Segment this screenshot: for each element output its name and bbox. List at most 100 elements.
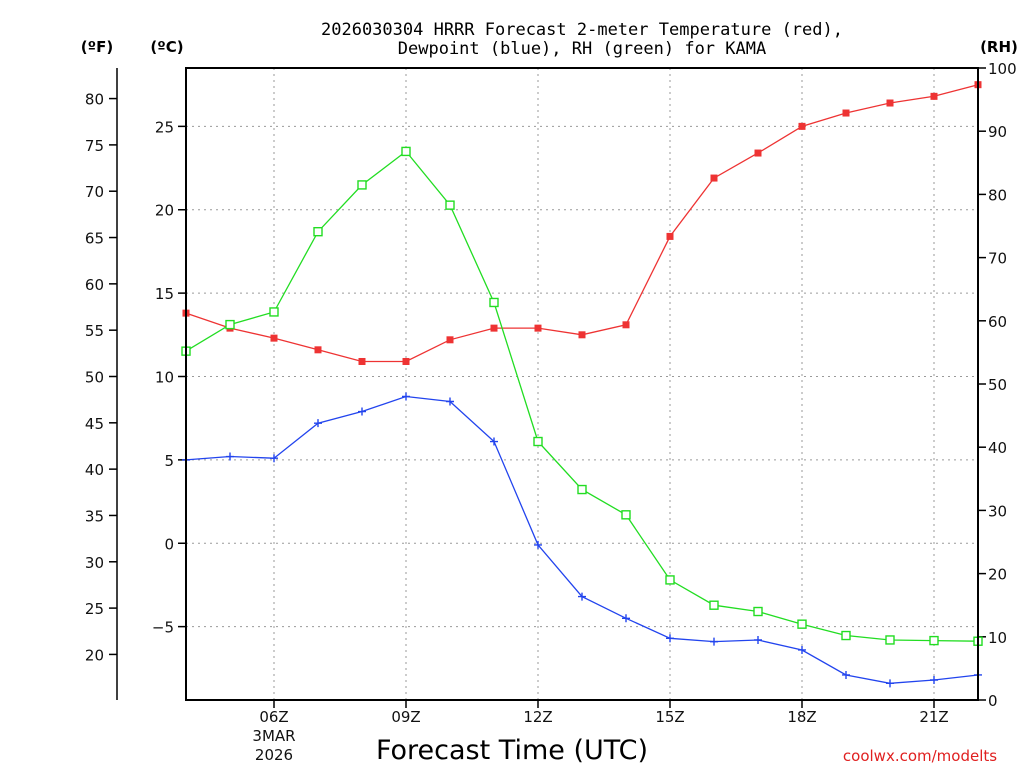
fahrenheit-tick-label: 80 bbox=[85, 91, 104, 109]
rh-tick-label: 60 bbox=[988, 313, 1007, 331]
dewpoint-point bbox=[534, 540, 542, 549]
plot-frame bbox=[185, 67, 979, 701]
rh-unit-label: (RH) bbox=[980, 38, 1018, 56]
dewpoint-point bbox=[270, 454, 278, 463]
rh-tick-label: 20 bbox=[988, 566, 1007, 584]
rh-point bbox=[621, 510, 631, 520]
celsius-tick-label: 25 bbox=[155, 118, 174, 136]
rh-point bbox=[665, 575, 675, 585]
fahrenheit-tick-label: 35 bbox=[85, 507, 104, 525]
rh-point bbox=[269, 307, 279, 317]
x-tick-label: 15Z bbox=[655, 708, 684, 726]
dewpoint-point bbox=[226, 452, 234, 461]
x-date-label: 3MAR bbox=[252, 727, 295, 745]
rh-tick-label: 100 bbox=[988, 60, 1017, 78]
dewpoint-point bbox=[842, 670, 850, 679]
fahrenheit-tick-label: 40 bbox=[85, 461, 104, 479]
dewpoint-series bbox=[182, 392, 982, 688]
rh-point bbox=[357, 180, 367, 190]
fahrenheit-tick-label: 45 bbox=[85, 415, 104, 433]
x-tick-label: 06Z bbox=[259, 708, 288, 726]
fahrenheit-unit-label: (ºF) bbox=[81, 38, 113, 56]
fahrenheit-tick-label: 70 bbox=[85, 183, 104, 201]
dewpoint-point bbox=[886, 679, 894, 688]
rh-point bbox=[489, 297, 499, 308]
rh-tick-label: 0 bbox=[988, 692, 998, 710]
rh-line bbox=[185, 150, 979, 642]
rh-tick-label: 90 bbox=[988, 123, 1007, 141]
x-tick-label: 18Z bbox=[787, 708, 816, 726]
dewpoint-point bbox=[666, 634, 674, 643]
temperature-point bbox=[534, 324, 542, 332]
temperature-point bbox=[578, 331, 586, 339]
temperature-point bbox=[270, 334, 278, 342]
dewpoint-point bbox=[798, 645, 806, 654]
temperature-point bbox=[446, 336, 454, 344]
rh-point bbox=[841, 630, 851, 641]
rh-tick-label: 70 bbox=[988, 250, 1007, 268]
temperature-point bbox=[402, 357, 410, 365]
grid-lines bbox=[186, 68, 978, 700]
temperature-point bbox=[622, 321, 630, 329]
fahrenheit-tick-label: 65 bbox=[85, 230, 104, 248]
temperature-point bbox=[358, 357, 366, 365]
rh-point bbox=[225, 319, 235, 330]
rh-tick-label: 80 bbox=[988, 186, 1007, 204]
rh-point bbox=[885, 635, 895, 645]
rh-point bbox=[401, 146, 411, 157]
celsius-tick-label: 20 bbox=[155, 202, 174, 220]
celsius-tick-label: 5 bbox=[164, 452, 174, 470]
fahrenheit-tick-label: 75 bbox=[85, 137, 104, 155]
dewpoint-point bbox=[490, 437, 498, 446]
dewpoint-point bbox=[446, 397, 454, 406]
dewpoint-line bbox=[185, 395, 979, 684]
rh-point bbox=[313, 226, 323, 237]
dewpoint-point bbox=[930, 675, 938, 684]
x-tick-label: 12Z bbox=[523, 708, 552, 726]
rh-tick-label: 10 bbox=[988, 629, 1007, 647]
temperature-point bbox=[842, 109, 850, 117]
x-tick-label: 09Z bbox=[391, 708, 420, 726]
dewpoint-point bbox=[754, 635, 762, 644]
dewpoint-point bbox=[314, 419, 322, 428]
dewpoint-point bbox=[402, 392, 410, 401]
rh-point bbox=[929, 635, 939, 646]
x-tick-label: 21Z bbox=[919, 708, 948, 726]
temperature-point bbox=[710, 174, 718, 182]
temperature-point bbox=[314, 346, 322, 354]
data-series bbox=[181, 81, 983, 688]
celsius-tick-label: 15 bbox=[155, 285, 174, 303]
dewpoint-point bbox=[710, 637, 718, 646]
celsius-tick-label: −5 bbox=[152, 619, 174, 637]
rh-tick-label: 40 bbox=[988, 439, 1007, 457]
temperature-point bbox=[754, 149, 762, 157]
rh-point bbox=[753, 606, 763, 617]
dewpoint-point bbox=[578, 592, 586, 601]
fahrenheit-tick-label: 50 bbox=[85, 368, 104, 386]
fahrenheit-tick-label: 20 bbox=[85, 646, 104, 664]
celsius-tick-label: 0 bbox=[164, 535, 174, 553]
chart-title-line-2: Dewpoint (blue), RH (green) for KAMA bbox=[398, 39, 766, 59]
rh-point bbox=[577, 484, 587, 495]
rh-tick-label: 50 bbox=[988, 376, 1007, 394]
dewpoint-point bbox=[358, 407, 366, 416]
celsius-axis: 25 20 15 10 5 0 −5 bbox=[152, 118, 186, 637]
dewpoint-point bbox=[622, 614, 630, 623]
temperature-point bbox=[798, 122, 806, 130]
watermark-text: coolwx.com/modelts bbox=[843, 747, 997, 765]
rh-point bbox=[797, 619, 807, 629]
x-year-label: 2026 bbox=[255, 746, 293, 764]
fahrenheit-tick-label: 60 bbox=[85, 276, 104, 294]
rh-point bbox=[709, 600, 719, 610]
celsius-unit-label: (ºC) bbox=[150, 38, 183, 56]
celsius-tick-label: 10 bbox=[155, 368, 174, 386]
chart-title-line-1: 2026030304 HRRR Forecast 2-meter Tempera… bbox=[321, 20, 843, 40]
fahrenheit-axis: 80 75 70 65 60 55 50 45 40 35 30 25 20 bbox=[85, 68, 118, 700]
temperature-point bbox=[886, 99, 894, 107]
temperature-point bbox=[666, 232, 674, 240]
temperature-point bbox=[930, 92, 938, 100]
rh-series bbox=[181, 146, 983, 646]
temperature-point bbox=[490, 324, 498, 332]
